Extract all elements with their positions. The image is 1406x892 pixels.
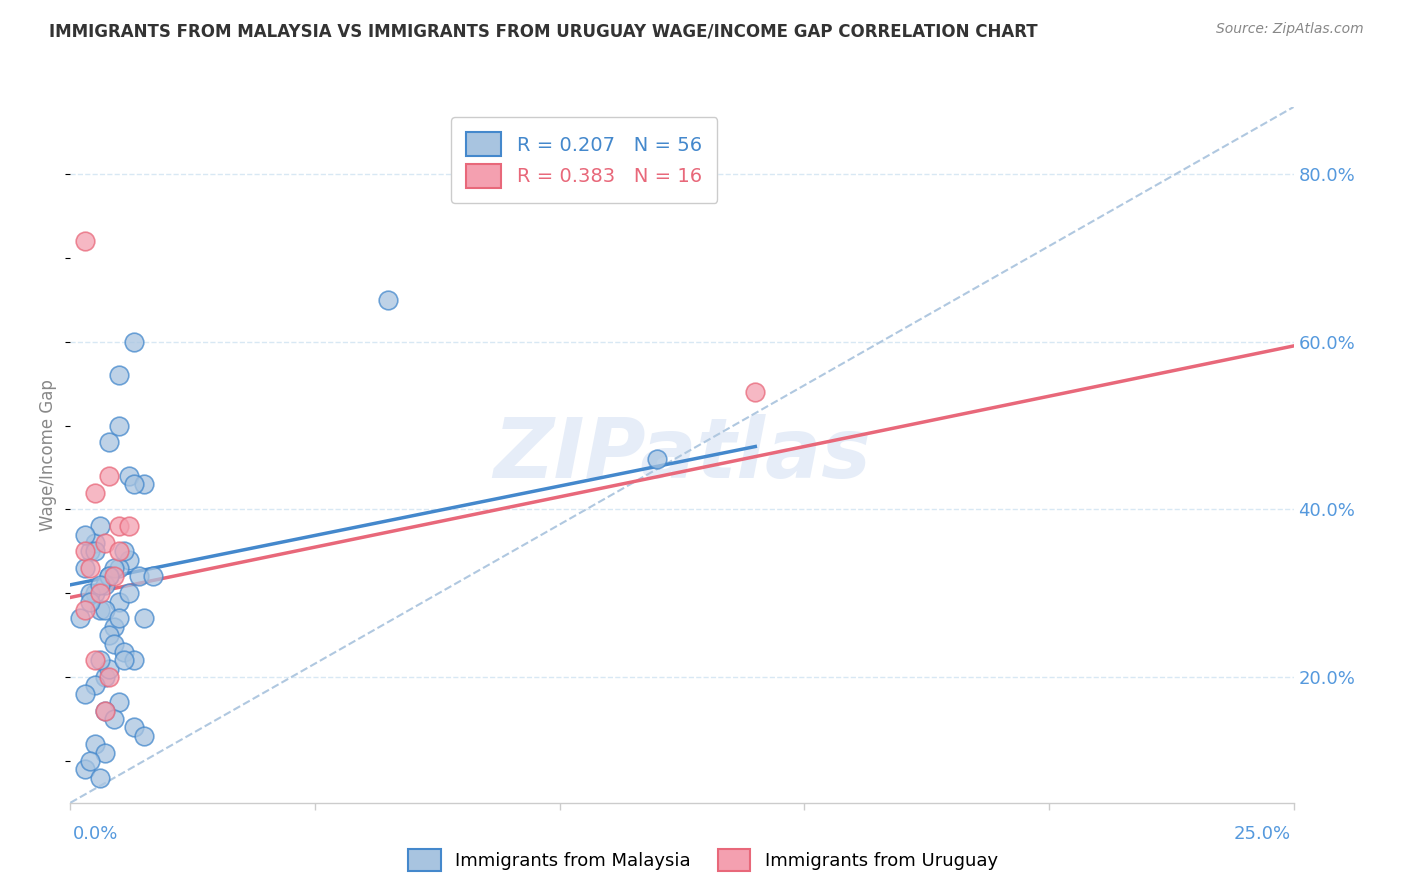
Point <box>93 746 115 760</box>
Point <box>79 544 101 558</box>
Point <box>73 762 96 776</box>
Point <box>69 611 91 625</box>
Point <box>112 645 135 659</box>
Point <box>118 468 141 483</box>
Point <box>83 737 105 751</box>
Text: ZIPatlas: ZIPatlas <box>494 415 870 495</box>
Point <box>132 729 155 743</box>
Point <box>83 678 105 692</box>
Point <box>79 586 101 600</box>
Point <box>108 695 131 709</box>
Point <box>73 234 96 248</box>
Point <box>98 662 121 676</box>
Point <box>103 712 125 726</box>
Point <box>98 569 121 583</box>
Point <box>89 519 111 533</box>
Point <box>118 552 141 566</box>
Legend: R = 0.207   N = 56, R = 0.383   N = 16: R = 0.207 N = 56, R = 0.383 N = 16 <box>451 117 717 203</box>
Point <box>103 561 125 575</box>
Point <box>98 468 121 483</box>
Point <box>89 603 111 617</box>
Point <box>103 569 125 583</box>
Point <box>93 536 115 550</box>
Point <box>103 636 125 650</box>
Point <box>103 620 125 634</box>
Point <box>108 368 131 383</box>
Point <box>73 561 96 575</box>
Point <box>98 628 121 642</box>
Point <box>73 527 96 541</box>
Point <box>122 334 145 349</box>
Point <box>93 704 115 718</box>
Text: Source: ZipAtlas.com: Source: ZipAtlas.com <box>1216 22 1364 37</box>
Point <box>79 561 101 575</box>
Point <box>98 569 121 583</box>
Point <box>108 519 131 533</box>
Point <box>108 544 131 558</box>
Point <box>132 611 155 625</box>
Point <box>132 477 155 491</box>
Point <box>122 477 145 491</box>
Point <box>122 653 145 667</box>
Y-axis label: Wage/Income Gap: Wage/Income Gap <box>39 379 58 531</box>
Point <box>93 704 115 718</box>
Point <box>79 754 101 768</box>
Point <box>79 594 101 608</box>
Point <box>83 536 105 550</box>
Point <box>112 544 135 558</box>
Point <box>83 485 105 500</box>
Point <box>377 293 399 307</box>
Point <box>98 435 121 450</box>
Point <box>128 569 150 583</box>
Point <box>142 569 165 583</box>
Point <box>89 771 111 785</box>
Point <box>122 720 145 734</box>
Point <box>73 544 96 558</box>
Point <box>118 519 141 533</box>
Point <box>93 670 115 684</box>
Point <box>112 653 135 667</box>
Point <box>93 578 115 592</box>
Point <box>647 452 669 467</box>
Point <box>108 594 131 608</box>
Point <box>108 561 131 575</box>
Point <box>93 603 115 617</box>
Point <box>83 653 105 667</box>
Point <box>108 418 131 433</box>
Point <box>744 385 766 400</box>
Point <box>83 544 105 558</box>
Point <box>89 578 111 592</box>
Point <box>83 586 105 600</box>
Point <box>73 687 96 701</box>
Point <box>73 603 96 617</box>
Point <box>89 653 111 667</box>
Legend: Immigrants from Malaysia, Immigrants from Uruguay: Immigrants from Malaysia, Immigrants fro… <box>401 842 1005 879</box>
Text: 0.0%: 0.0% <box>73 825 118 843</box>
Text: IMMIGRANTS FROM MALAYSIA VS IMMIGRANTS FROM URUGUAY WAGE/INCOME GAP CORRELATION : IMMIGRANTS FROM MALAYSIA VS IMMIGRANTS F… <box>49 22 1038 40</box>
Point <box>89 586 111 600</box>
Text: 25.0%: 25.0% <box>1233 825 1291 843</box>
Point <box>108 611 131 625</box>
Point <box>98 670 121 684</box>
Point <box>118 586 141 600</box>
